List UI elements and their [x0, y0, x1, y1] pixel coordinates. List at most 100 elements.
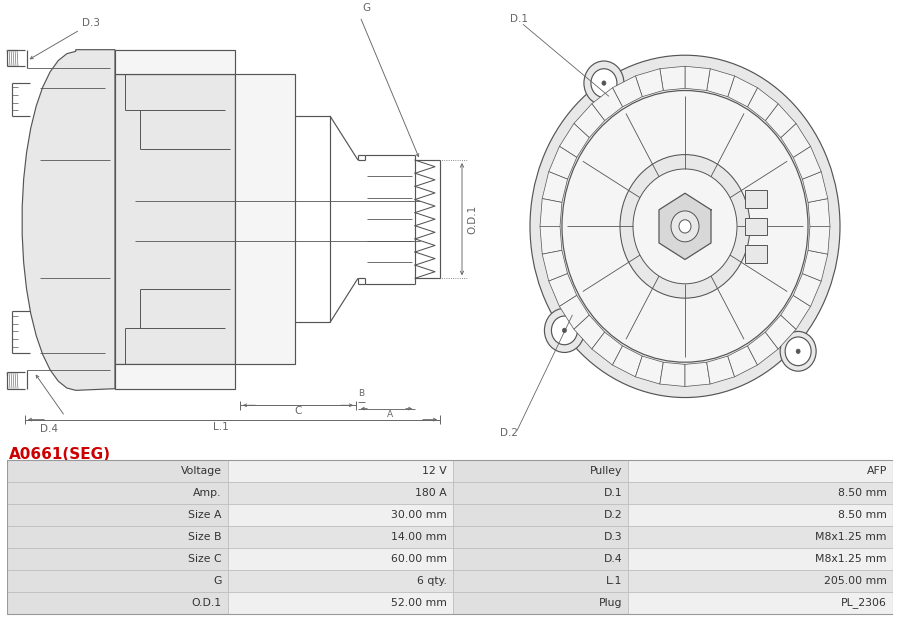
Text: G: G — [362, 3, 370, 13]
Text: 6 qty.: 6 qty. — [417, 576, 447, 586]
Polygon shape — [781, 124, 811, 157]
Polygon shape — [706, 356, 734, 384]
Text: 180 A: 180 A — [415, 488, 447, 498]
Polygon shape — [592, 88, 623, 121]
Text: D.4: D.4 — [40, 424, 58, 434]
Text: Plug: Plug — [598, 598, 622, 608]
Text: A0661(SEG): A0661(SEG) — [9, 447, 112, 462]
Bar — [628, 570, 893, 592]
Bar — [115, 365, 235, 389]
Bar — [7, 481, 228, 504]
Polygon shape — [549, 146, 577, 179]
Text: D.2: D.2 — [500, 428, 518, 438]
Bar — [745, 218, 767, 235]
Bar — [453, 592, 628, 614]
Polygon shape — [765, 103, 796, 138]
Bar — [228, 481, 453, 504]
Polygon shape — [808, 227, 830, 254]
Bar — [7, 526, 228, 548]
Polygon shape — [574, 315, 605, 349]
Bar — [7, 548, 228, 570]
Bar — [453, 460, 628, 481]
Bar — [453, 526, 628, 548]
Bar — [228, 570, 453, 592]
Polygon shape — [793, 146, 822, 179]
Polygon shape — [540, 227, 562, 254]
Bar — [453, 504, 628, 526]
Bar — [628, 504, 893, 526]
Text: A: A — [386, 410, 392, 420]
Bar — [7, 592, 228, 614]
Bar — [7, 570, 228, 592]
Text: M8x1.25 mm: M8x1.25 mm — [815, 532, 886, 542]
Bar — [228, 526, 453, 548]
Text: Voltage: Voltage — [181, 466, 221, 476]
Circle shape — [552, 316, 578, 345]
Text: 60.00 mm: 60.00 mm — [391, 554, 447, 563]
Text: M8x1.25 mm: M8x1.25 mm — [815, 554, 886, 563]
Polygon shape — [728, 346, 758, 377]
Text: O.D.1: O.D.1 — [467, 204, 477, 234]
Polygon shape — [748, 332, 778, 365]
Text: D.2: D.2 — [604, 510, 622, 520]
Text: D.3: D.3 — [82, 18, 100, 28]
Polygon shape — [540, 199, 562, 227]
Polygon shape — [803, 251, 828, 281]
Polygon shape — [728, 76, 758, 107]
Bar — [7, 460, 228, 481]
Bar — [628, 592, 893, 614]
Bar — [115, 74, 235, 365]
Bar — [628, 526, 893, 548]
Text: L.1: L.1 — [606, 576, 622, 586]
Bar — [228, 504, 453, 526]
Text: O.D.1: O.D.1 — [192, 598, 221, 608]
Polygon shape — [574, 103, 605, 138]
Circle shape — [544, 309, 584, 353]
Text: 52.00 mm: 52.00 mm — [392, 598, 447, 608]
Text: Size C: Size C — [188, 554, 221, 563]
Polygon shape — [635, 356, 663, 384]
Text: 12 V: 12 V — [422, 466, 447, 476]
Polygon shape — [803, 172, 828, 203]
Bar — [453, 481, 628, 504]
Bar — [453, 548, 628, 570]
Text: D.1: D.1 — [510, 14, 528, 24]
Text: G: G — [213, 576, 221, 586]
Text: D.1: D.1 — [604, 488, 622, 498]
Polygon shape — [613, 346, 643, 377]
Polygon shape — [659, 193, 711, 259]
Text: D.3: D.3 — [604, 532, 622, 542]
Polygon shape — [613, 76, 643, 107]
Text: 30.00 mm: 30.00 mm — [391, 510, 447, 520]
Circle shape — [796, 349, 800, 353]
Circle shape — [562, 328, 566, 333]
Circle shape — [602, 81, 606, 85]
Circle shape — [785, 337, 811, 365]
Polygon shape — [592, 332, 623, 365]
Text: 14.00 mm: 14.00 mm — [392, 532, 447, 542]
Circle shape — [679, 220, 691, 233]
Polygon shape — [560, 295, 590, 329]
Text: 8.50 mm: 8.50 mm — [838, 510, 886, 520]
Circle shape — [633, 169, 737, 284]
Polygon shape — [560, 124, 590, 157]
Bar — [453, 570, 628, 592]
Text: C: C — [294, 406, 302, 416]
Text: Pulley: Pulley — [590, 466, 622, 476]
Bar — [235, 74, 295, 365]
Circle shape — [562, 90, 808, 362]
Polygon shape — [542, 172, 568, 203]
Polygon shape — [748, 88, 778, 121]
Bar — [628, 481, 893, 504]
Polygon shape — [781, 295, 811, 329]
Bar — [628, 460, 893, 481]
Bar — [745, 190, 767, 208]
Circle shape — [584, 61, 624, 105]
Polygon shape — [660, 362, 685, 386]
Circle shape — [671, 211, 699, 242]
Bar — [115, 50, 235, 74]
Bar — [228, 548, 453, 570]
Polygon shape — [793, 274, 822, 307]
Text: B: B — [358, 389, 365, 398]
Text: PL_2306: PL_2306 — [841, 598, 886, 608]
